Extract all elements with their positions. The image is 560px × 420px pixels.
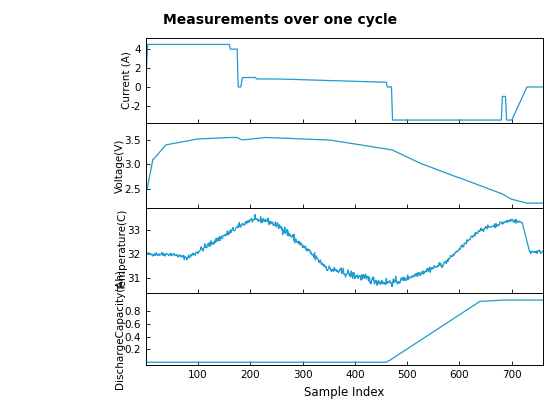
X-axis label: Sample Index: Sample Index xyxy=(304,386,385,399)
Text: Measurements over one cycle: Measurements over one cycle xyxy=(163,13,397,26)
Y-axis label: Voltage(V): Voltage(V) xyxy=(115,138,125,193)
Y-axis label: DischargeCapacity(Ah): DischargeCapacity(Ah) xyxy=(115,269,125,389)
Y-axis label: Temperature(C): Temperature(C) xyxy=(118,210,128,291)
Y-axis label: Current (A): Current (A) xyxy=(121,51,131,109)
